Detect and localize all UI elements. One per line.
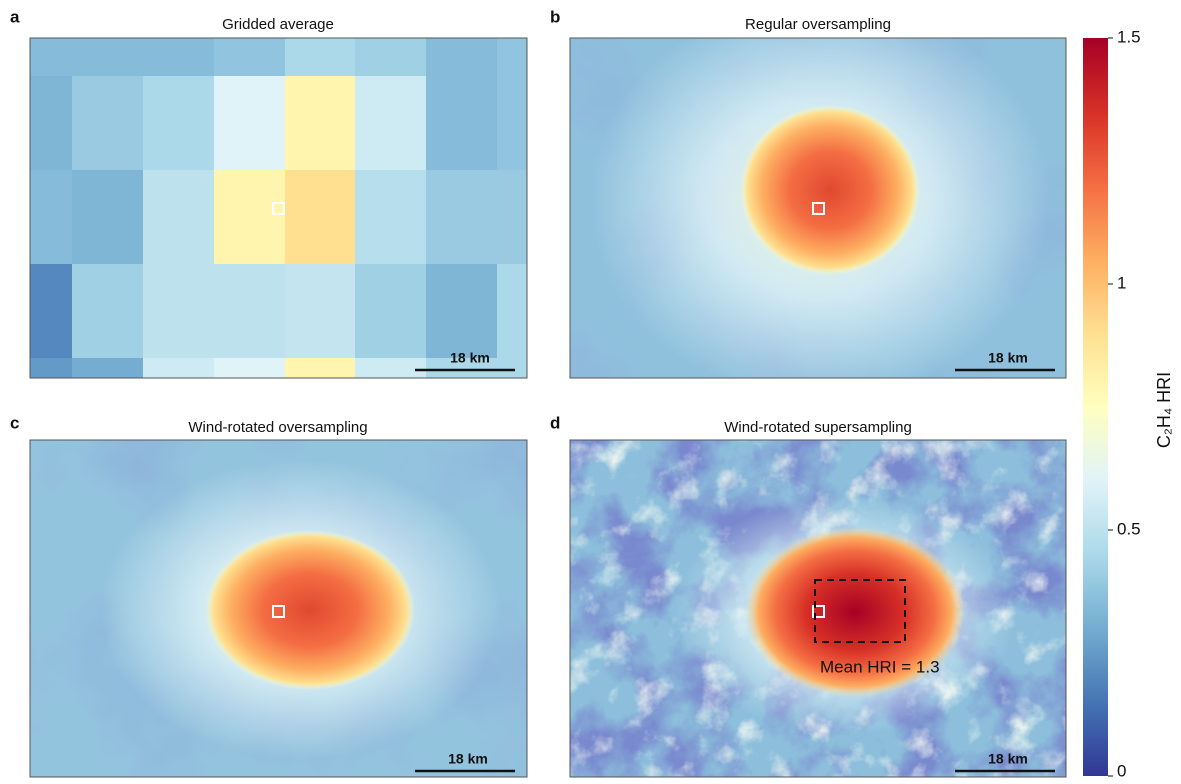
heatmap-cell [355,170,426,264]
annotation: Mean HRI = 1.3 [820,657,940,676]
heatmap-cell [143,76,214,170]
heatmap-cell [30,38,72,76]
heatmap-cell [355,358,426,378]
heatmap-cell [214,264,285,358]
heatmap-cell [285,264,355,358]
heatmap-cell [72,170,143,264]
heatmap-cell [30,76,72,170]
heatmap-cell [355,76,426,170]
heatmap-cell [426,170,497,264]
heatmap-cell [214,170,285,264]
panel-letter: c [10,413,19,432]
heatmap-cell [143,38,214,76]
heatmap-cell [497,76,527,170]
heatmap-cell [285,76,355,170]
panel-d-field [570,440,1066,777]
colorbar [1083,38,1108,776]
heatmap-cell [497,170,527,264]
heatmap-cell [355,38,426,76]
panel-a-grid [30,38,527,378]
page: {"chart_data": {"type": "heatmap", "colo… [0,0,1181,784]
panel-title: Wind-rotated supersampling [724,419,912,436]
heatmap-cell [285,358,355,378]
panel-letter: d [550,413,560,432]
heatmap-cell [285,38,355,76]
scale-label: 18 km [988,751,1028,767]
colorbar-tick-label: 1.5 [1117,27,1141,46]
panel-letter: b [550,7,560,26]
panel-letter: a [10,7,20,26]
heatmap-cell [72,38,143,76]
heatmap-cell [426,76,497,170]
heatmap-cell [30,358,72,378]
scale-label: 18 km [988,350,1028,366]
heatmap-cell [143,358,214,378]
heatmap-cell [214,358,285,378]
panel-title: Wind-rotated oversampling [188,419,367,436]
panel-title: Regular oversampling [745,16,891,33]
heatmap-cell [72,358,143,378]
colorbar-tick-label: 0.5 [1117,519,1141,538]
heatmap-cell [214,38,285,76]
heatmap-cell [355,264,426,358]
heatmap-cell [72,264,143,358]
heatmap-cell [72,76,143,170]
figure: Mean HRI = 1.3 a b c d Gridded average R… [0,0,1181,784]
colorbar-tick-label: 1 [1117,273,1126,292]
panel-b-field [570,0,1066,400]
colorbar-tick-label: 0 [1117,761,1126,780]
scale-label: 18 km [448,751,488,767]
heatmap-cell [285,170,355,264]
panel-title: Gridded average [222,16,334,33]
heatmap-cell [497,264,527,358]
panel-c-field [30,440,527,777]
heatmap-cell [497,358,527,378]
heatmap-cell [214,76,285,170]
heatmap-cell [426,38,497,76]
heatmap-cell [30,264,72,358]
heatmap-cell [426,264,497,358]
colorbar-label: C₂H₄ HRI [1154,372,1174,448]
heatmap-cell [30,170,72,264]
scale-label: 18 km [450,350,490,366]
heatmap-cell [497,38,527,76]
heatmap-cell [143,170,214,264]
heatmap-cell [143,264,214,358]
